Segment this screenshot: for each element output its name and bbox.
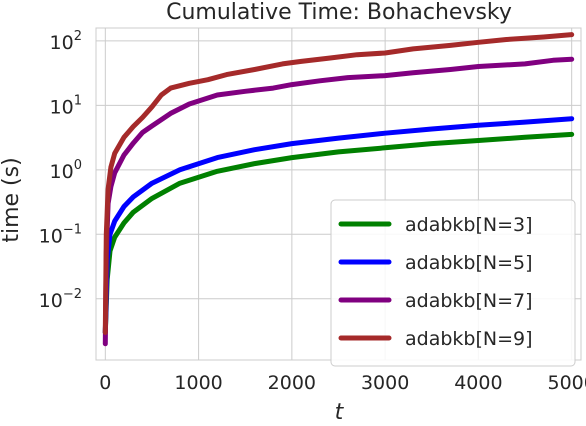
- y-tick-label: 102: [50, 29, 82, 54]
- series-line: [102, 32, 575, 335]
- x-tick-label: 0: [99, 372, 111, 394]
- x-tick-label: 4000: [454, 372, 502, 394]
- legend-box: [330, 199, 576, 367]
- y-tick-label: 101: [50, 93, 82, 118]
- legend-label: adabkb[N=7]: [405, 290, 533, 312]
- series-line: [102, 116, 575, 335]
- chart-title: Cumulative Time: Bohachevsky: [166, 0, 512, 25]
- legend: adabkb[N=3] adabkb[N=5] adabkb[N=7] adabkb[…: [330, 199, 576, 367]
- x-tick-label: 3000: [361, 372, 409, 394]
- series-line: [102, 56, 575, 347]
- x-tick-label: 2000: [268, 372, 316, 394]
- x-axis-title: t: [335, 400, 345, 425]
- legend-label: adabkb[N=5]: [405, 252, 533, 274]
- legend-label: adabkb[N=9]: [405, 328, 533, 350]
- tick-labels: 0 1000 2000 3000 4000 5000 10−2 10−1 100 101 102: [39, 29, 586, 394]
- y-tick-label: 100: [50, 158, 82, 183]
- series-line: [102, 131, 575, 335]
- series-lines: [102, 32, 575, 347]
- y-tick-label: 10−1: [39, 222, 82, 247]
- y-axis-title: time (s): [0, 157, 24, 242]
- legend-label: adabkb[N=3]: [405, 214, 533, 236]
- x-tick-label: 5000: [547, 372, 586, 394]
- y-tick-label: 10−2: [39, 287, 82, 312]
- x-tick-label: 1000: [174, 372, 222, 394]
